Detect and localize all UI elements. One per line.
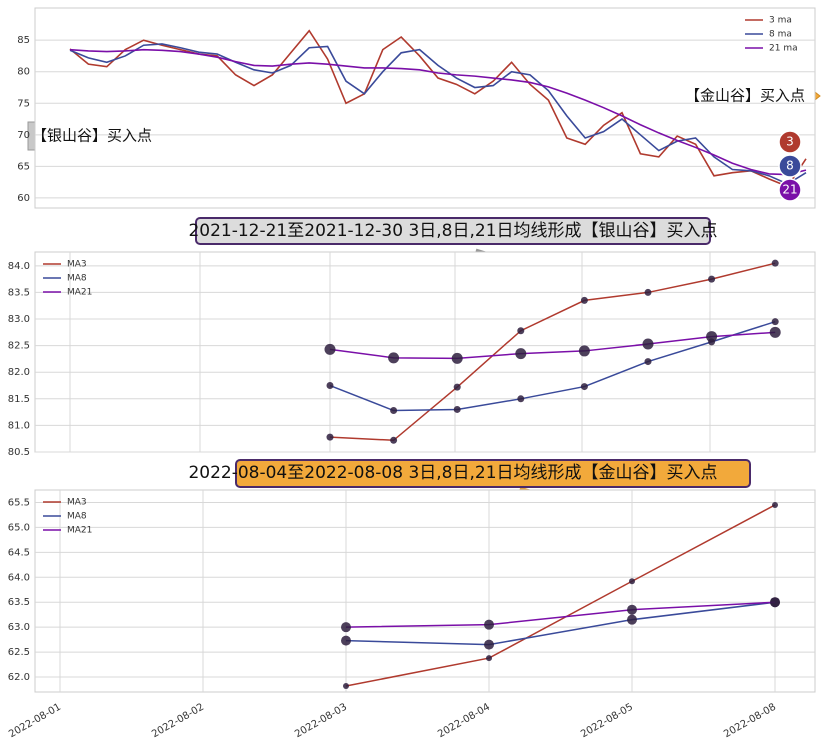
- y-tick-label: 65: [17, 161, 30, 172]
- line: [345, 504, 776, 687]
- y-tick-label: 80.5: [8, 447, 30, 458]
- point: [453, 405, 461, 413]
- legend-label: 21 ma: [769, 44, 798, 54]
- point: [517, 395, 525, 403]
- point: [343, 683, 349, 690]
- badge: [778, 154, 802, 178]
- point: [324, 343, 336, 355]
- badge: [778, 130, 802, 154]
- point: [390, 436, 398, 444]
- y-tick-label: 75: [17, 98, 30, 109]
- callout-label: 【银山谷】买入点: [32, 127, 152, 145]
- line: [345, 601, 776, 646]
- point: [708, 275, 716, 283]
- legend-label: MA21: [67, 526, 92, 536]
- y-tick-label: 65.5: [8, 497, 30, 508]
- line: [329, 262, 776, 442]
- annotation-title: 2022-08-04至2022-08-08 3日,8日,21日均线形成【金山谷】…: [188, 463, 717, 483]
- line: [69, 43, 807, 185]
- y-tick-label: 85: [17, 35, 30, 46]
- badge: [778, 178, 802, 202]
- y-tick-label: 82.0: [8, 367, 30, 378]
- point: [644, 358, 652, 366]
- y-tick-label: 62.0: [8, 672, 30, 683]
- title-box: [235, 459, 751, 488]
- point: [642, 338, 654, 350]
- point: [484, 619, 494, 630]
- point: [771, 259, 779, 267]
- y-tick-label: 64.5: [8, 547, 30, 558]
- y-tick-label: 62.5: [8, 647, 30, 658]
- legend-label: MA3: [67, 498, 87, 508]
- point: [517, 327, 525, 335]
- plot-area: [34, 489, 816, 693]
- badge-label: 3: [786, 135, 794, 149]
- y-tick-label: 70: [17, 130, 30, 141]
- badge-label: 21: [782, 183, 797, 197]
- point: [580, 296, 588, 304]
- title-box: [195, 217, 711, 245]
- point: [486, 655, 492, 662]
- point: [644, 288, 652, 296]
- legend-label: MA21: [67, 288, 92, 298]
- point: [769, 326, 781, 338]
- y-tick-label: 80: [17, 67, 30, 78]
- point: [390, 407, 398, 415]
- callout-label: 【金山谷】买入点: [685, 87, 805, 105]
- point: [578, 345, 590, 357]
- point: [484, 639, 494, 650]
- point: [629, 578, 635, 585]
- point: [515, 348, 527, 360]
- point: [451, 352, 463, 364]
- line: [69, 48, 807, 176]
- legend-label: MA8: [67, 512, 87, 522]
- y-tick-label: 81.5: [8, 394, 30, 405]
- point: [770, 597, 780, 608]
- panel: 60 65 70 75 80 85 3 ma 8 ma 21 ma: [17, 7, 816, 209]
- y-tick-label: 63.0: [8, 622, 30, 633]
- annotation-title: 2021-12-21至2021-12-30 3日,8日,21日均线形成【银山谷】…: [188, 221, 717, 241]
- point: [706, 331, 718, 343]
- point: [772, 501, 778, 508]
- point: [341, 635, 351, 646]
- point: [341, 622, 351, 633]
- legend-label: MA3: [67, 260, 87, 270]
- line: [329, 331, 776, 360]
- point: [388, 352, 400, 364]
- point: [453, 383, 461, 391]
- y-tick-label: 81.0: [8, 420, 30, 431]
- y-tick-label: 83.0: [8, 314, 30, 325]
- y-tick-label: 64.0: [8, 572, 30, 583]
- y-tick-label: 63.5: [8, 597, 30, 608]
- point: [627, 604, 637, 615]
- y-tick-label: 60: [17, 193, 30, 204]
- line: [345, 601, 776, 628]
- legend-label: 8 ma: [769, 30, 792, 40]
- panel: 80.5 81.0 81.5 82.0 82.5 83.0 83.5 84.0 MA3 MA8 MA…: [8, 251, 816, 458]
- plot-area: [34, 7, 816, 209]
- point: [580, 383, 588, 391]
- y-tick-label: 65.0: [8, 522, 30, 533]
- point: [771, 318, 779, 326]
- point: [326, 433, 334, 441]
- line: [329, 320, 776, 412]
- point: [627, 614, 637, 625]
- y-tick-label: 83.5: [8, 287, 30, 298]
- y-tick-label: 84.0: [8, 261, 30, 272]
- y-tick-label: 82.5: [8, 341, 30, 352]
- badge-label: 8: [786, 159, 794, 173]
- legend-label: MA8: [67, 274, 87, 284]
- point: [326, 382, 334, 390]
- legend-label: 3 ma: [769, 16, 792, 26]
